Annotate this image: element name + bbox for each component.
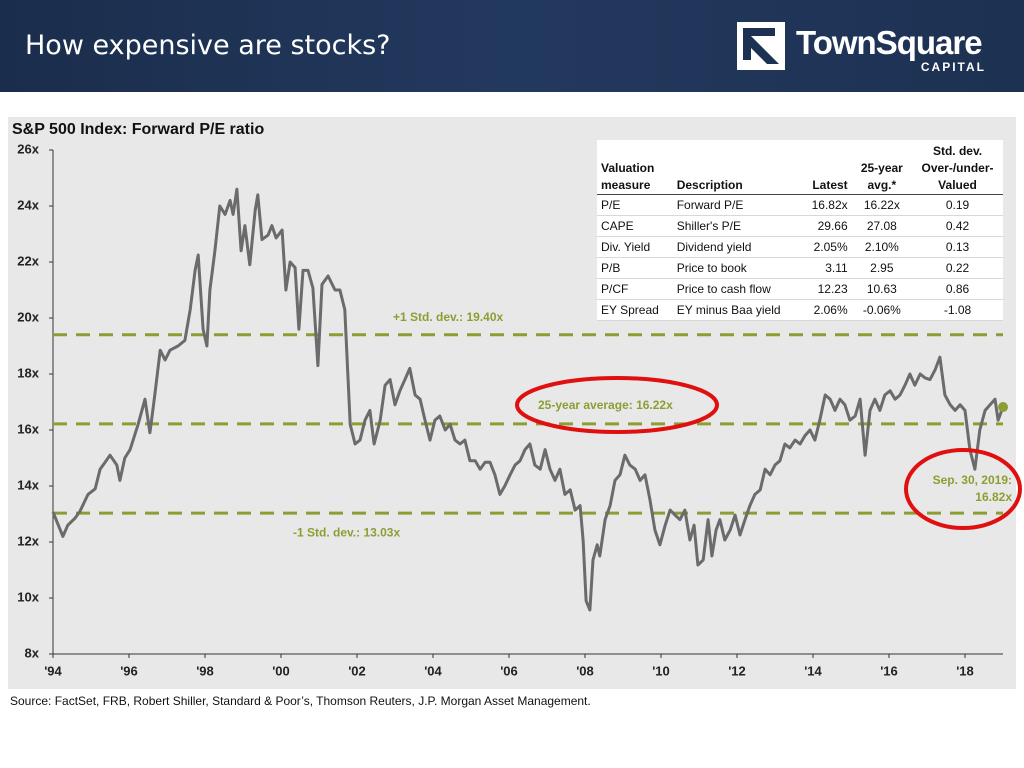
table-cell: 0.13 xyxy=(912,236,1003,258)
table-cell: 2.05% xyxy=(798,236,852,258)
table-cell: -0.06% xyxy=(851,299,913,321)
chart-title: S&P 500 Index: Forward P/E ratio xyxy=(12,121,264,138)
table-cell: 0.19 xyxy=(912,194,1003,216)
y-tick-label: 26x xyxy=(17,141,39,156)
table-row: P/E Forward P/E 16.82x 16.22x 0.19 xyxy=(597,194,1003,216)
reference-label: +1 Std. dev.: 19.40x xyxy=(393,310,503,324)
header-text: measure xyxy=(601,178,651,192)
x-tick-label: '98 xyxy=(196,663,214,678)
slide-title: How expensive are stocks? xyxy=(25,30,391,61)
x-tick-label: '14 xyxy=(804,663,822,678)
table-cell: Price to cash flow xyxy=(672,278,799,300)
table-row: Div. Yield Dividend yield 2.05% 2.10% 0.13 xyxy=(597,236,1003,258)
table-row: CAPE Shiller's P/E 29.66 27.08 0.42 xyxy=(597,215,1003,237)
table-cell: 2.95 xyxy=(851,257,913,279)
valuation-table: Valuation measure Description Latest 25-year… xyxy=(597,140,1003,321)
x-tick-label: '04 xyxy=(424,663,442,678)
table-header-cell: 25-year avg.* xyxy=(851,140,913,195)
x-tick-label: '94 xyxy=(44,663,62,678)
logo-tagline: CAPITAL xyxy=(920,60,986,74)
header-text: Description xyxy=(676,178,743,192)
table-cell: EY Spread xyxy=(597,299,673,321)
table-header-cell: Valuation measure xyxy=(597,140,673,195)
y-tick-label: 16x xyxy=(17,421,39,436)
y-tick-label: 12x xyxy=(17,533,39,548)
table-cell: 3.11 xyxy=(798,257,852,279)
table-cell: Shiller's P/E xyxy=(672,215,799,237)
source-note: Source: FactSet, FRB, Robert Shiller, St… xyxy=(10,694,591,708)
table-cell: 0.86 xyxy=(912,278,1003,300)
highlight-circle xyxy=(904,448,1022,530)
x-tick-label: '06 xyxy=(500,663,518,678)
table-cell: 12.23 xyxy=(798,278,852,300)
table-cell: 0.42 xyxy=(912,215,1003,237)
y-tick-label: 8x xyxy=(25,645,40,660)
table-row: EY Spread EY minus Baa yield 2.06% -0.06% -1… xyxy=(597,299,1003,321)
y-tick-label: 18x xyxy=(17,365,39,380)
header-text: avg.* xyxy=(867,178,897,192)
x-tick-label: '08 xyxy=(576,663,594,678)
table-header-row: Valuation measure Description Latest 25-year… xyxy=(597,140,1003,195)
table-cell: 0.22 xyxy=(912,257,1003,279)
table-cell: Forward P/E xyxy=(672,194,799,216)
header-text: Latest xyxy=(812,178,848,192)
y-tick-label: 24x xyxy=(17,197,39,212)
table-cell: Price to book xyxy=(672,257,799,279)
table-cell: P/B xyxy=(597,257,673,279)
reference-label: 25-year average: 16.22x xyxy=(538,398,673,412)
x-tick-label: '18 xyxy=(956,663,974,678)
table-cell: P/CF xyxy=(597,278,673,300)
table-header-cell: Latest xyxy=(798,140,852,195)
header-text: 25-year xyxy=(860,161,903,175)
table-cell: Div. Yield xyxy=(597,236,673,258)
x-tick-label: '02 xyxy=(348,663,366,678)
header-text: Std. dev. xyxy=(932,144,983,158)
header-band xyxy=(0,0,1024,92)
table-header-cell: Description xyxy=(672,140,799,195)
header-text: Over-/under- xyxy=(921,161,994,175)
last-point-label: Sep. 30, 2019: xyxy=(933,473,1012,487)
table-cell: 2.06% xyxy=(798,299,852,321)
table-cell: Dividend yield xyxy=(672,236,799,258)
table-cell: P/E xyxy=(597,194,673,216)
logo-icon xyxy=(737,22,785,70)
logo-name: TownSquare xyxy=(796,24,983,61)
y-tick-label: 10x xyxy=(17,589,39,604)
table-cell: 10.63 xyxy=(851,278,913,300)
last-point-label: 16.82x xyxy=(975,490,1012,504)
table-cell: EY minus Baa yield xyxy=(672,299,799,321)
y-tick-label: 22x xyxy=(17,253,39,268)
last-point xyxy=(998,402,1008,413)
table-cell: CAPE xyxy=(597,215,673,237)
table-header-cell: Std. dev. Over-/under- Valued xyxy=(912,140,1003,195)
table-cell: 16.82x xyxy=(798,194,852,216)
table-cell: 27.08 xyxy=(851,215,913,237)
y-tick-label: 14x xyxy=(17,477,39,492)
x-tick-label: '12 xyxy=(728,663,746,678)
x-tick-label: '10 xyxy=(652,663,670,678)
x-tick-label: '16 xyxy=(880,663,898,678)
table-row: P/B Price to book 3.11 2.95 0.22 xyxy=(597,257,1003,279)
header-text: Valued xyxy=(938,178,977,192)
highlight-circle xyxy=(515,376,719,434)
table-cell: 29.66 xyxy=(798,215,852,237)
table-cell: 2.10% xyxy=(851,236,913,258)
y-tick-label: 20x xyxy=(17,309,39,324)
header-text: Valuation xyxy=(601,161,655,175)
table-row: P/CF Price to cash flow 12.23 10.63 0.86 xyxy=(597,278,1003,300)
line-series xyxy=(51,187,1005,612)
reference-label: -1 Std. dev.: 13.03x xyxy=(293,525,400,539)
x-tick-label: '96 xyxy=(120,663,138,678)
table-cell: 16.22x xyxy=(851,194,913,216)
x-tick-label: '00 xyxy=(272,663,290,678)
table-cell: -1.08 xyxy=(912,299,1003,321)
